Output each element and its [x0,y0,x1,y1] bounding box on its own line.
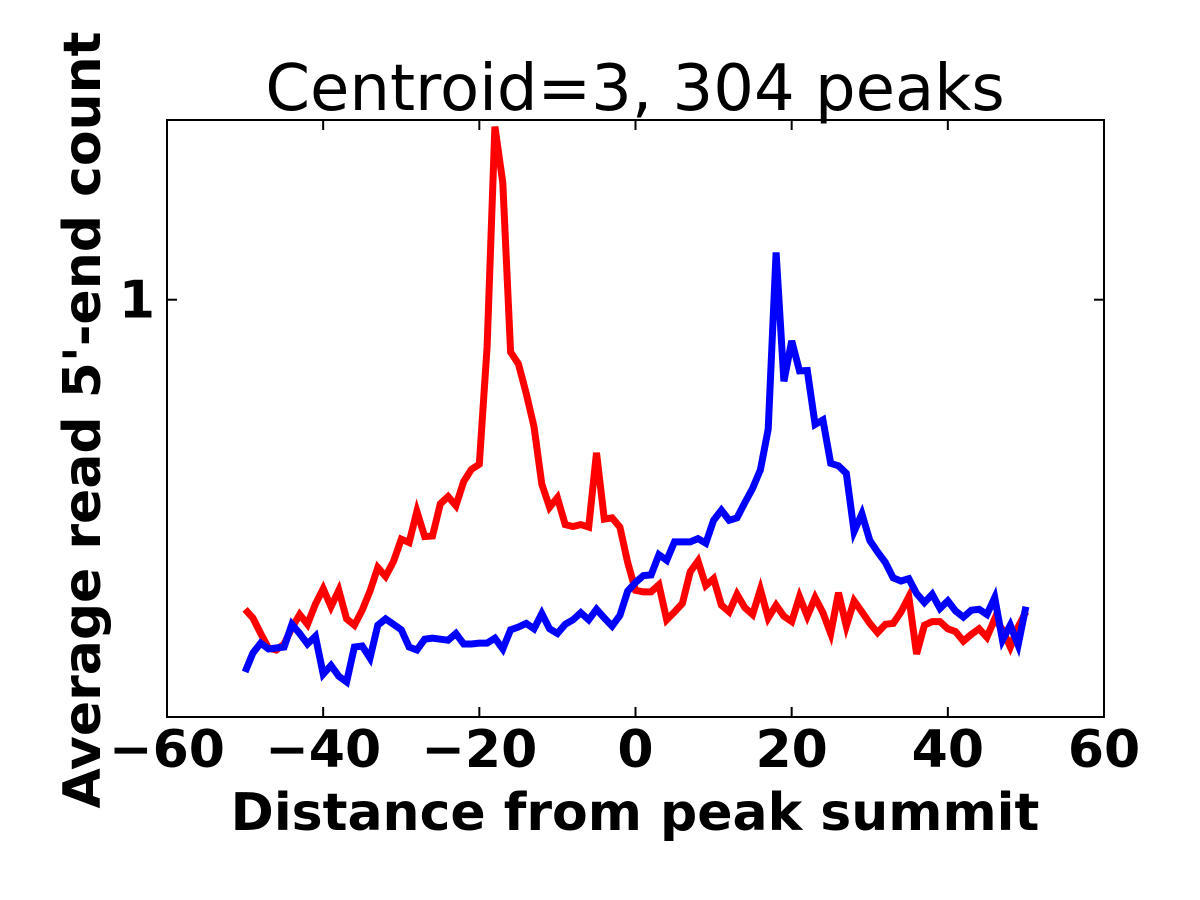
x-tick-label: 40 [912,720,984,780]
y-tick-label: 1 [119,271,155,331]
x-axis-label: Distance from peak summit [231,783,1040,843]
series-line-1 [242,126,1030,657]
x-tick-label: 0 [617,720,653,780]
ticks-layer: −60 −40 −20 0 20 40 60 1 [109,120,1140,780]
x-tick-label: −60 [109,720,225,780]
chart-title: Centroid=3, 304 peaks [265,52,1004,126]
x-tick-label: 20 [755,720,827,780]
series-line-2 [241,252,1030,688]
x-tick-label: −40 [265,720,381,780]
x-tick-label: −20 [421,720,537,780]
x-tick-label: 60 [1068,720,1140,780]
y-axis-label: Average read 5'-end count [53,32,113,809]
series-layer [241,126,1030,688]
